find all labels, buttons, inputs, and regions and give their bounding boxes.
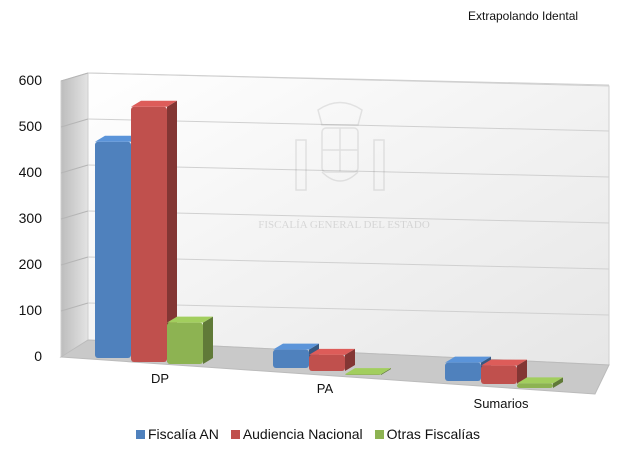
y-tick-label: 500	[19, 118, 43, 134]
bar-otras-fiscalias-dp	[167, 316, 213, 364]
legend-label-otras-fiscalias: Otras Fiscalías	[386, 426, 481, 442]
bar-top	[445, 356, 491, 363]
gridline	[87, 72, 610, 86]
bar-front	[167, 322, 203, 364]
y-axis: 0 100 200 300 400 500 600	[19, 72, 43, 364]
bar-otras-fiscalias-sumarios	[517, 377, 563, 388]
bar-side	[517, 359, 527, 384]
y-tick-label: 300	[19, 210, 43, 226]
y-tick-label: 200	[19, 256, 43, 272]
bar-side	[345, 348, 355, 371]
bar-front	[95, 141, 131, 358]
chart-title: Extrapolando Idental	[468, 9, 579, 23]
bar-front	[445, 362, 481, 381]
bar-top	[517, 377, 563, 384]
bar-top	[309, 348, 355, 355]
y-tick-label: 100	[19, 302, 43, 318]
legend-swatch-audiencia-nacional	[230, 429, 240, 439]
bar-front	[309, 354, 345, 371]
bar-front	[481, 365, 517, 384]
legend-swatch-fiscalia-an	[136, 429, 145, 439]
bar-front	[273, 349, 309, 368]
bars	[95, 100, 563, 388]
bar-side	[553, 377, 563, 388]
bar-front	[517, 383, 553, 388]
gridline-side	[60, 256, 89, 266]
watermark-emblem	[295, 101, 385, 191]
bar-fiscalia-an-pa	[273, 343, 319, 368]
bar-side	[381, 368, 391, 375]
y-tick-label: 600	[19, 72, 43, 88]
bar-otras-fiscalias-pa	[345, 368, 391, 375]
x-tick-label-pa: PA	[317, 381, 334, 396]
watermark-text: FISCALÍA GENERAL DEL ESTADO	[258, 219, 430, 231]
legend-item-audiencia-nacional: Audiencia Nacional	[230, 426, 363, 442]
x-tick-label-dp: DP	[151, 371, 169, 386]
legend-swatch-otras-fiscalias	[374, 429, 384, 439]
bar-audiencia-nacional-sumarios	[481, 359, 527, 384]
bar-front	[345, 374, 381, 375]
bar-top	[131, 100, 177, 107]
legend-item-fiscalia-an: Fiscalía AN	[136, 426, 219, 442]
bar-top	[167, 316, 213, 323]
gridline-side	[60, 210, 89, 220]
y-tick-label: 400	[19, 164, 43, 180]
legend: Fiscalía AN Audiencia Nacional Otras Fis…	[136, 426, 480, 442]
bar-side	[167, 100, 177, 362]
bar-top	[273, 343, 319, 350]
legend-label-fiscalia-an: Fiscalía AN	[148, 426, 219, 442]
gridline-side	[60, 72, 89, 82]
bar-side	[203, 316, 213, 364]
legend-label-audiencia-nacional: Audiencia Nacional	[242, 426, 363, 442]
y-tick-label: 0	[34, 348, 42, 364]
bar-top	[95, 135, 141, 142]
bar-top	[345, 368, 391, 375]
bar-audiencia-nacional-pa	[309, 348, 355, 371]
x-axis-labels: DP PA Sumarios	[151, 371, 529, 411]
gridline-side	[60, 302, 89, 312]
gridline-side	[60, 164, 89, 174]
x-tick-label-sumarios: Sumarios	[474, 396, 529, 411]
legend-item-otras-fiscalias: Otras Fiscalías	[374, 426, 481, 442]
gridline-side	[60, 118, 89, 128]
bar-top	[481, 359, 527, 366]
bar-front	[131, 106, 167, 362]
bar-audiencia-nacional-dp	[131, 100, 177, 362]
